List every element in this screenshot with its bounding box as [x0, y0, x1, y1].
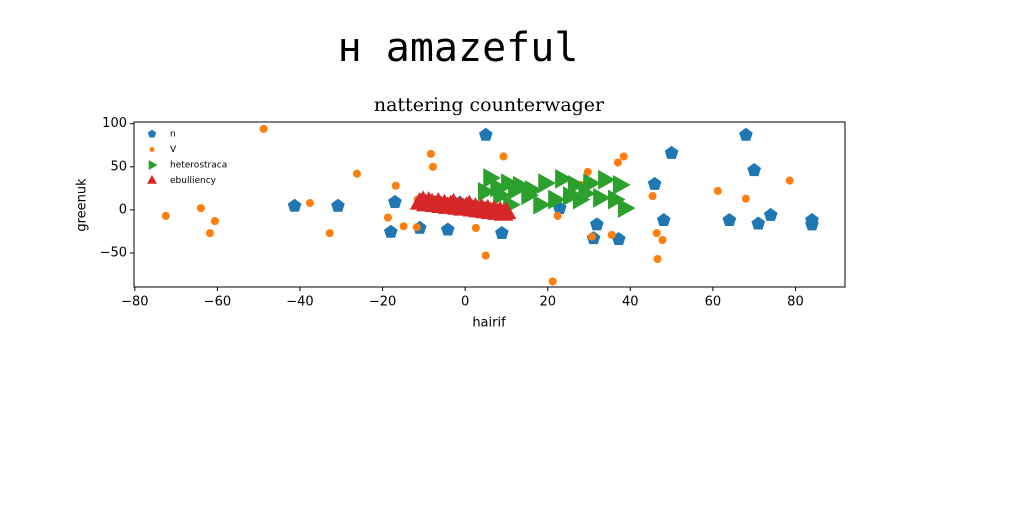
point	[751, 216, 766, 230]
point	[383, 224, 398, 238]
point	[388, 194, 402, 208]
legend-marker	[148, 160, 158, 170]
x-axis-label: hairif	[472, 316, 506, 331]
point	[617, 198, 636, 219]
point	[538, 173, 556, 194]
point	[567, 174, 586, 195]
point	[583, 173, 601, 194]
point	[613, 158, 622, 167]
point	[471, 223, 480, 233]
point	[563, 186, 581, 206]
x-tick-label: 40	[622, 295, 639, 310]
point	[658, 235, 667, 245]
point	[555, 168, 573, 189]
point	[647, 176, 662, 190]
point	[548, 277, 557, 286]
x-tick-label: −20	[369, 295, 396, 310]
x-tick-label: −60	[204, 295, 231, 310]
point	[653, 254, 662, 264]
point	[747, 163, 762, 177]
point	[652, 229, 661, 238]
markers	[161, 124, 819, 286]
x-tick-label: 0	[461, 295, 469, 310]
point	[259, 124, 268, 133]
point	[352, 169, 362, 178]
point	[161, 211, 170, 220]
point	[583, 167, 592, 177]
point	[495, 225, 509, 239]
point	[399, 222, 408, 231]
point	[785, 176, 794, 185]
y-tick-label: −50	[100, 245, 127, 260]
legend-marker	[147, 129, 157, 138]
point	[598, 169, 616, 190]
legend-label: n	[170, 130, 176, 140]
point	[478, 127, 493, 141]
point	[210, 217, 219, 226]
point	[391, 181, 400, 190]
point	[428, 162, 437, 171]
point	[490, 177, 508, 198]
point	[805, 217, 819, 231]
legend-label: heterostraca	[170, 161, 227, 171]
point	[287, 198, 302, 212]
point	[325, 229, 334, 238]
point	[331, 198, 345, 212]
point	[440, 222, 455, 236]
point	[608, 189, 626, 210]
point	[205, 229, 215, 238]
point	[607, 230, 616, 239]
x-tick-label: 20	[539, 295, 556, 310]
point	[593, 187, 611, 208]
point	[763, 207, 778, 221]
legend-label: ebulliency	[170, 176, 217, 186]
point	[648, 192, 657, 201]
point	[548, 189, 566, 210]
point	[553, 211, 562, 220]
point	[590, 217, 604, 231]
point	[533, 194, 551, 215]
legend-label: V	[170, 145, 177, 155]
y-tick-label: 50	[110, 159, 127, 174]
x-tick-label: −80	[121, 295, 148, 310]
x-tick-label: 80	[787, 295, 804, 310]
point	[496, 201, 517, 220]
point	[196, 204, 205, 213]
y-axis-label: greenuk	[75, 178, 90, 232]
point	[741, 194, 750, 203]
point	[739, 127, 753, 141]
point	[722, 213, 737, 227]
point	[499, 152, 508, 161]
point	[587, 232, 596, 241]
point	[521, 185, 539, 206]
point	[483, 168, 501, 188]
point	[572, 189, 591, 210]
plot-area	[133, 121, 846, 288]
x-tick-label: 60	[705, 295, 722, 310]
chart-title: nattering counterwager	[374, 94, 605, 116]
x-tick-label: −40	[286, 295, 313, 310]
page-title: н amazeful	[338, 25, 579, 71]
point	[305, 198, 314, 208]
point	[619, 152, 628, 161]
point	[383, 213, 392, 222]
point	[713, 186, 722, 195]
point	[481, 251, 490, 260]
point	[656, 213, 671, 227]
legend-marker	[149, 147, 155, 152]
point	[426, 149, 435, 158]
point	[612, 174, 631, 195]
point	[508, 180, 526, 200]
y-tick-label: 100	[102, 116, 127, 131]
point	[412, 223, 421, 232]
point	[664, 145, 679, 159]
legend-marker	[147, 175, 157, 184]
point	[477, 181, 496, 202]
y-tick-label: 0	[119, 202, 127, 217]
